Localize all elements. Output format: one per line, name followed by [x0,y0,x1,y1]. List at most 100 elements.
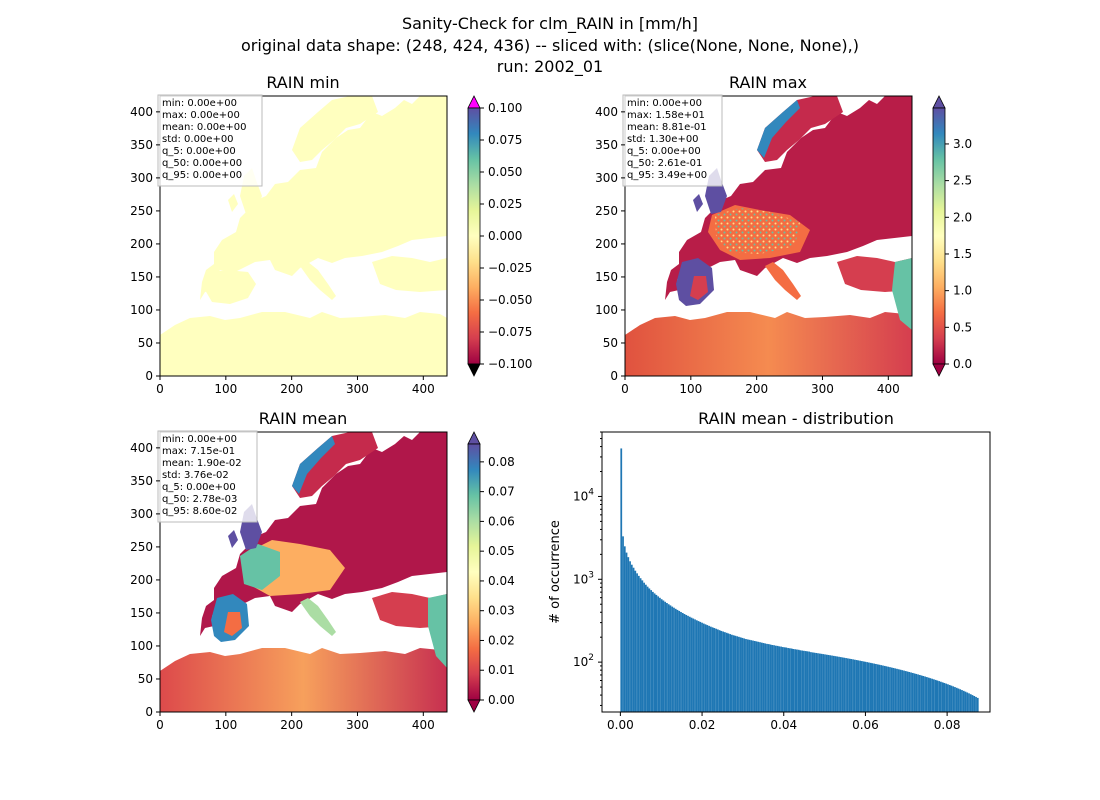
stat-q5: q_5: 0.00e+00 [627,146,701,157]
colorbar-tick-label: 0.08 [488,455,515,469]
colorbar-tick-label: −0.025 [488,261,532,275]
colorbar-ticks: 0.00 0.01 0.02 0.03 0.04 0.05 0.06 0.07 0.08 [480,455,515,707]
histogram-bar [913,673,916,712]
land-scandinavia [757,96,843,162]
stats-box: min: 0.00e+00 max: 7.15e-01 mean: 1.90e-… [157,430,258,523]
histogram-bar [759,642,761,712]
histogram-bar [676,609,679,712]
colorbar-tick-label: 2.5 [953,174,972,188]
histogram-bar [975,696,977,712]
histogram-bar [904,671,907,712]
colorbar-tick-label: 0.5 [953,320,972,334]
colorbar-tick-label: 0.04 [488,574,515,588]
histogram-bar [824,654,826,712]
x-tick-label: 0.04 [770,718,797,732]
histogram-bar [781,647,784,712]
histogram-bar [925,677,928,712]
histogram-bar [678,610,681,712]
histogram-bar [620,448,623,712]
axes-frame [624,95,913,377]
y-axis-label: # of occurrence [548,520,563,624]
histogram-bar [862,661,865,712]
histogram-bar [931,678,933,712]
stat-std: std: 3.76e-02 [162,470,229,481]
x-tick-label: 0 [156,382,164,396]
y-tick-label: 200 [130,237,153,251]
histogram-bar [894,668,897,712]
histogram-bar [788,648,791,712]
y-tick-label: 102 [573,653,594,669]
histogram-bar [869,662,872,712]
histogram-bar [701,622,703,712]
histogram-bar [822,654,825,712]
histogram-bar [941,682,944,712]
histogram-bar [899,669,902,712]
y-tick-label: 0 [145,705,153,719]
histogram-bar [943,682,946,712]
histogram-bar [901,670,904,712]
histogram-bar [908,672,911,712]
y-tick-label: 100 [130,303,153,317]
y-axis: 0 50 100 150 200 250 300 350 400 [130,441,160,719]
histogram-bar [831,655,833,712]
colorbar-extend-min [467,699,481,713]
histogram-bar [766,643,768,712]
colorbar-tick-label: 0.075 [488,133,522,147]
land-mask [160,312,447,376]
x-axis: 0 100 200 300 400 [156,712,435,732]
stats-box: min: 0.00e+00 max: 0.00e+00 mean: 0.00e+… [157,94,263,187]
histogram-bar [711,627,714,712]
land-italy [765,262,801,300]
histogram-bar [896,668,898,712]
histogram-bar [722,631,724,712]
histogram-bar [843,657,846,712]
histogram-bar [962,690,965,712]
colorbar-tick-label: −0.050 [488,293,532,307]
stat-max: max: 0.00e+00 [162,110,240,121]
x-tick-label: 0.08 [934,718,961,732]
histogram-bar [750,640,753,712]
colorbar: 0.0 0.5 1.0 1.5 2.0 2.5 3.0 [932,95,972,377]
land-scandinavia [292,432,378,498]
land-italy [300,598,336,636]
axes-frame [601,431,991,713]
histogram-bar [713,628,716,712]
colorbar-body [932,107,946,365]
histogram-bar [875,663,877,712]
histogram-bar [968,693,970,712]
histogram-bar [911,672,914,712]
histogram-bar [940,681,942,712]
histogram-bar [810,652,812,712]
colorbar-tick-label: 0.050 [488,165,522,179]
histogram-bar [778,646,781,712]
histogram-bar [623,546,626,712]
x-tick-label: 200 [280,382,303,396]
histogram-bar [662,600,665,712]
y-tick-label: 104 [573,487,594,503]
y-tick-label: 350 [595,138,618,152]
histogram-bar [743,638,746,712]
histogram-bar [674,608,677,712]
histogram-bar [929,678,932,712]
stat-q95: q_95: 0.00e+00 [162,170,242,181]
histogram-bar [945,683,948,712]
histogram-bar [734,635,737,712]
stat-q50: q_50: 2.78e-03 [162,494,237,505]
histogram-bar [797,649,800,712]
stat-min: min: 0.00e+00 [627,98,702,109]
histogram-bar [755,641,758,712]
histogram-bar [887,666,890,712]
colorbar-extend-max [932,95,946,109]
histogram-bar [709,626,712,712]
histogram-bar [764,643,767,712]
x-tick-label: 0.02 [689,718,716,732]
histogram-bar [699,621,702,712]
stat-mean: mean: 0.00e+00 [162,122,246,133]
land-turkey [372,256,447,292]
histogram-bar [680,611,682,712]
x-tick-label: 200 [280,718,303,732]
histogram-bar [653,593,656,712]
histogram-bar [880,665,883,712]
histogram-bar [834,656,837,712]
histogram-bar [780,646,782,712]
